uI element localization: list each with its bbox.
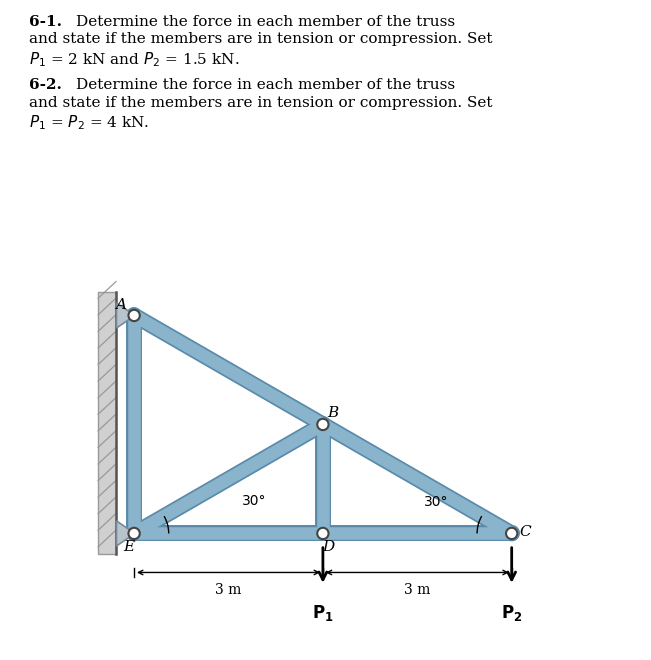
- Circle shape: [128, 310, 140, 321]
- Text: B: B: [327, 406, 339, 420]
- Text: $\mathbf{P_2}$: $\mathbf{P_2}$: [501, 603, 522, 622]
- Polygon shape: [117, 521, 135, 546]
- Text: 30°: 30°: [424, 495, 448, 509]
- Text: $P_1$ = 2 kN and $P_2$ = 1.5 kN.: $P_1$ = 2 kN and $P_2$ = 1.5 kN.: [29, 50, 240, 69]
- Text: $\mathbf{P_1}$: $\mathbf{P_1}$: [312, 603, 334, 622]
- Text: 6-2.: 6-2.: [29, 78, 62, 92]
- Circle shape: [128, 528, 140, 539]
- Text: and state if the members are in tension or compression. Set: and state if the members are in tension …: [29, 32, 493, 46]
- Text: C: C: [519, 525, 531, 539]
- Text: A: A: [115, 298, 126, 312]
- Text: Determine the force in each member of the truss: Determine the force in each member of th…: [76, 15, 455, 28]
- Circle shape: [317, 419, 329, 430]
- Text: D: D: [322, 541, 334, 554]
- Text: Determine the force in each member of the truss: Determine the force in each member of th…: [76, 78, 455, 92]
- Text: and state if the members are in tension or compression. Set: and state if the members are in tension …: [29, 96, 493, 110]
- Bar: [98, 292, 117, 554]
- Text: 6-1.: 6-1.: [29, 15, 62, 28]
- Text: E: E: [124, 541, 135, 554]
- Polygon shape: [117, 303, 135, 328]
- Circle shape: [506, 528, 518, 539]
- Text: 30°: 30°: [242, 494, 267, 508]
- Text: 3 m: 3 m: [404, 583, 430, 597]
- Text: $P_1$ = $P_2$ = 4 kN.: $P_1$ = $P_2$ = 4 kN.: [29, 114, 150, 132]
- Text: 3 m: 3 m: [215, 583, 242, 597]
- Circle shape: [317, 528, 329, 539]
